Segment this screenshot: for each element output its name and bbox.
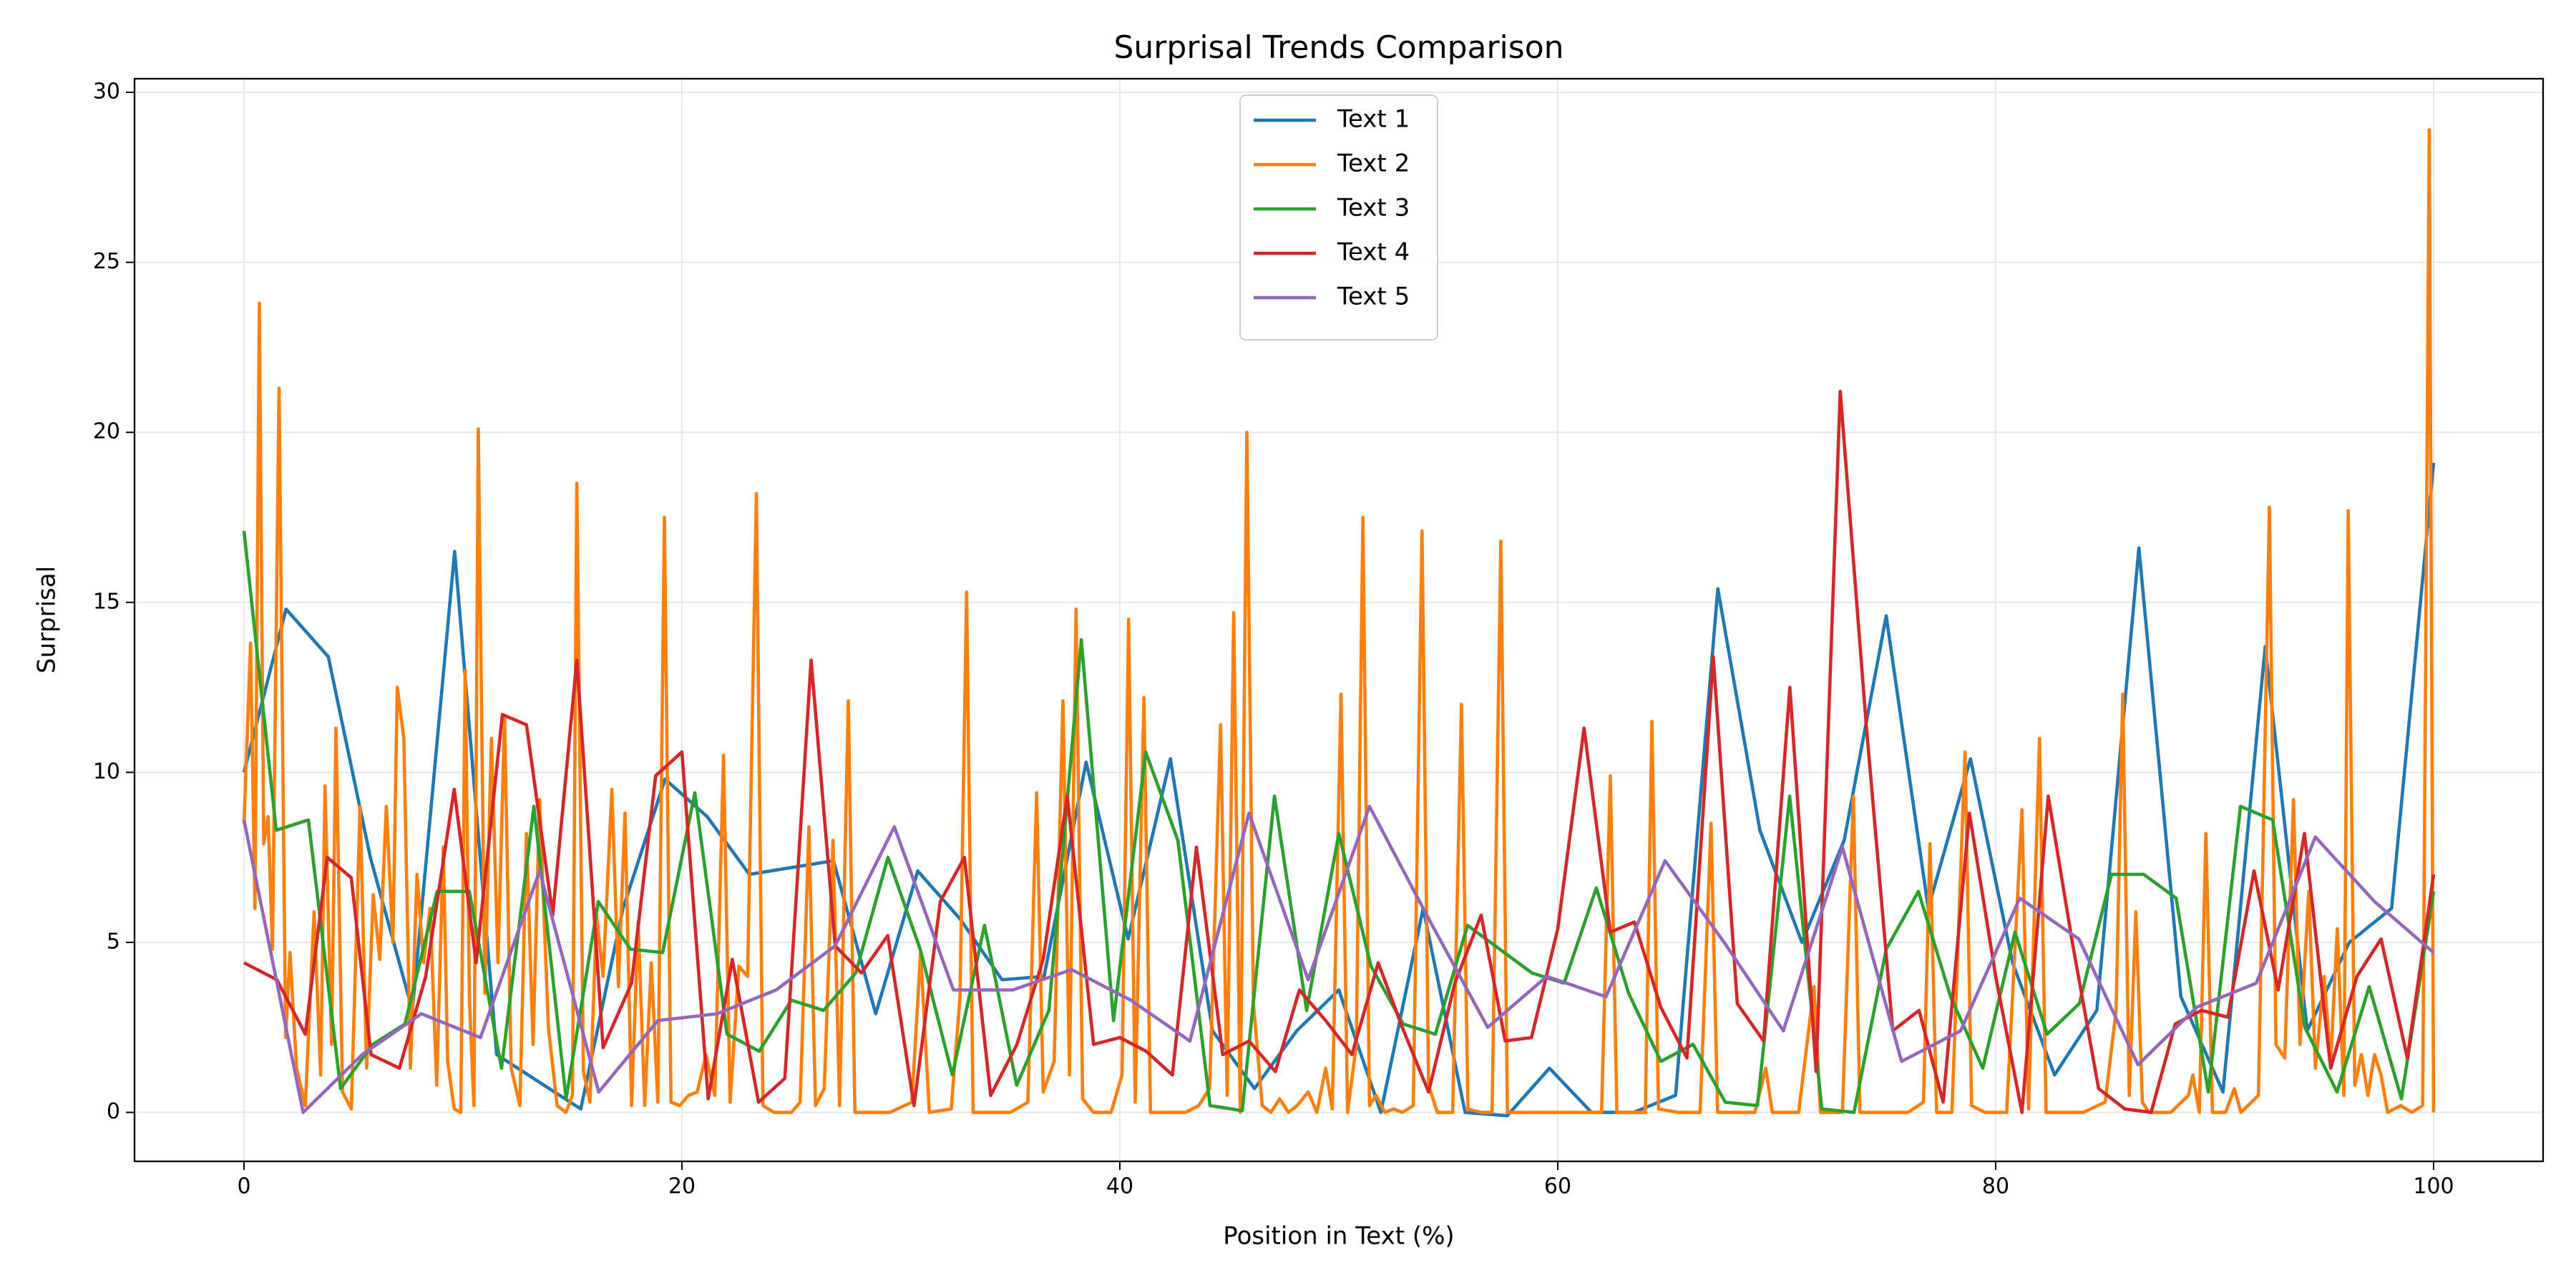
y-tick-label: 20 bbox=[93, 419, 120, 444]
legend-label: Text 3 bbox=[1337, 194, 1410, 223]
x-tick-label: 20 bbox=[668, 1174, 696, 1199]
y-tick-label: 10 bbox=[93, 759, 120, 784]
plot-frame bbox=[133, 77, 2545, 1163]
series-line bbox=[242, 530, 2436, 1114]
legend-label: Text 4 bbox=[1337, 238, 1410, 267]
series-line bbox=[242, 804, 2435, 1114]
chart-title: Surprisal Trends Comparison bbox=[1113, 29, 1563, 66]
legend-box bbox=[1239, 94, 1438, 341]
series-line bbox=[243, 389, 2436, 1114]
y-tick-label: 15 bbox=[93, 589, 120, 614]
y-tick-label: 5 bbox=[107, 929, 120, 954]
y-tick-label: 25 bbox=[93, 249, 120, 274]
y-tick-label: 30 bbox=[93, 79, 120, 104]
x-tick-label: 80 bbox=[1982, 1174, 2009, 1199]
x-tick-label: 40 bbox=[1106, 1174, 1133, 1199]
x-tick-label: 0 bbox=[237, 1174, 250, 1199]
legend-label: Text 2 bbox=[1337, 150, 1410, 178]
x-tick-label: 100 bbox=[2413, 1174, 2454, 1199]
series-line bbox=[242, 127, 2436, 1114]
y-axis-label: Surprisal bbox=[33, 566, 62, 673]
y-tick-label: 0 bbox=[107, 1099, 120, 1124]
x-axis-label: Position in Text (%) bbox=[1223, 1222, 1454, 1251]
x-tick-label: 60 bbox=[1544, 1174, 1571, 1199]
series-line bbox=[242, 462, 2436, 1118]
legend-label: Text 1 bbox=[1337, 105, 1410, 134]
legend-label: Text 5 bbox=[1337, 283, 1410, 311]
